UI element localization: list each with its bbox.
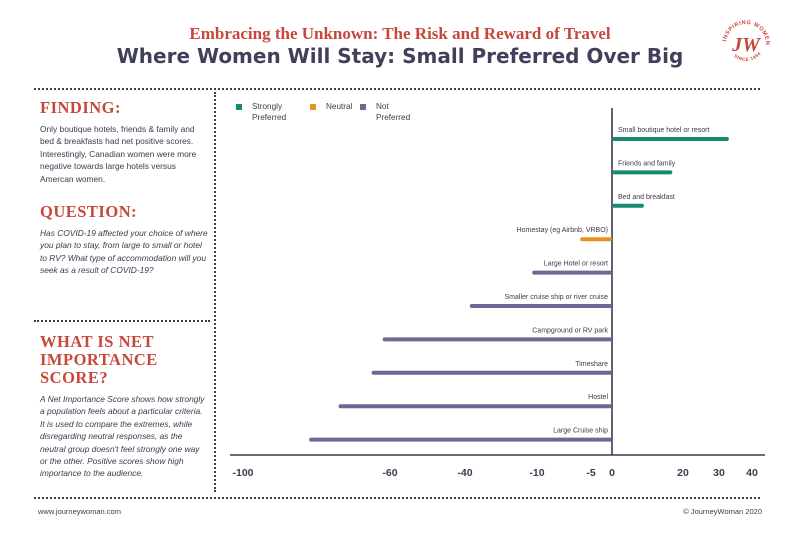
x-tick-label: -60 — [382, 467, 397, 479]
category-label: Homestay (eg Airbnb, VRBO) — [517, 227, 608, 234]
x-tick-label: -5 — [586, 467, 595, 479]
legend-label-not-2: Preferred — [376, 113, 411, 122]
legend-swatch-neutral — [310, 104, 316, 110]
category-label: Smaller cruise ship or river cruise — [505, 294, 609, 301]
x-tick-label: 20 — [677, 467, 689, 479]
journeywoman-logo: INSPIRING WOMEN JW SINCE 1994 — [722, 20, 769, 62]
bar — [532, 270, 612, 275]
footer-divider — [34, 497, 760, 499]
bar — [371, 370, 612, 375]
nis-heading-line-1: WHAT IS NET — [40, 332, 155, 351]
finding-section: FINDING: Only boutique hotels, friends &… — [40, 99, 208, 185]
finding-heading: FINDING: — [40, 98, 121, 117]
bar — [612, 203, 644, 208]
logo-monogram: JW — [731, 34, 761, 56]
category-label: Timeshare — [575, 361, 608, 368]
x-tick-label: -100 — [232, 467, 253, 479]
question-text: Has COVID-19 affected your choice of whe… — [40, 228, 208, 276]
legend-swatch-strongly — [236, 104, 242, 110]
finding-text: Only boutique hotels, friends & family a… — [40, 124, 197, 184]
category-label: Large Hotel or resort — [544, 261, 608, 268]
category-label: Hostel — [588, 394, 608, 401]
legend-label-strongly-2: Preferred — [252, 113, 287, 122]
category-label: Friends and family — [618, 160, 676, 167]
chart-title: Where Women Will Stay: Small Preferred O… — [116, 44, 684, 68]
nis-section: WHAT IS NET IMPORTANCE SCORE? A Net Impo… — [40, 333, 208, 480]
bar — [612, 170, 673, 175]
x-tick-label: -10 — [529, 467, 544, 479]
category-label: Small boutique hotel or resort — [618, 127, 709, 134]
nis-heading-line-2: IMPORTANCE SCORE? — [40, 350, 158, 387]
category-label: Bed and breakfast — [618, 194, 675, 201]
x-tick-label: 0 — [609, 467, 615, 479]
bar — [469, 304, 612, 308]
nis-text: A Net Importance Score shows how strongl… — [40, 394, 205, 479]
bar — [338, 404, 612, 409]
footer-website: www.journeywoman.com — [38, 507, 121, 516]
x-tick-label: 40 — [746, 467, 758, 479]
legend-label-not-1: Not — [376, 102, 389, 111]
sidebar-section-divider — [34, 320, 210, 322]
category-label: Large Cruise ship — [553, 428, 608, 435]
legend-swatch-not — [360, 104, 366, 110]
bar — [612, 137, 729, 141]
bar — [382, 337, 612, 342]
legend-label-strongly-1: Strongly — [252, 102, 283, 111]
header-divider — [34, 88, 760, 90]
chart-supertitle: Embracing the Unknown: The Risk and Rewa… — [189, 24, 611, 43]
x-tick-label: 30 — [713, 467, 725, 479]
category-label: Campground or RV park — [532, 327, 608, 334]
bar — [309, 437, 612, 442]
bar — [580, 237, 612, 242]
question-heading: QUESTION: — [40, 202, 138, 221]
question-section: QUESTION: Has COVID-19 affected your cho… — [40, 203, 208, 277]
footer-copyright: © JourneyWoman 2020 — [683, 507, 762, 516]
legend-label-neutral: Neutral — [326, 102, 353, 111]
sidebar-divider — [214, 92, 216, 492]
x-tick-label: -40 — [457, 467, 472, 479]
